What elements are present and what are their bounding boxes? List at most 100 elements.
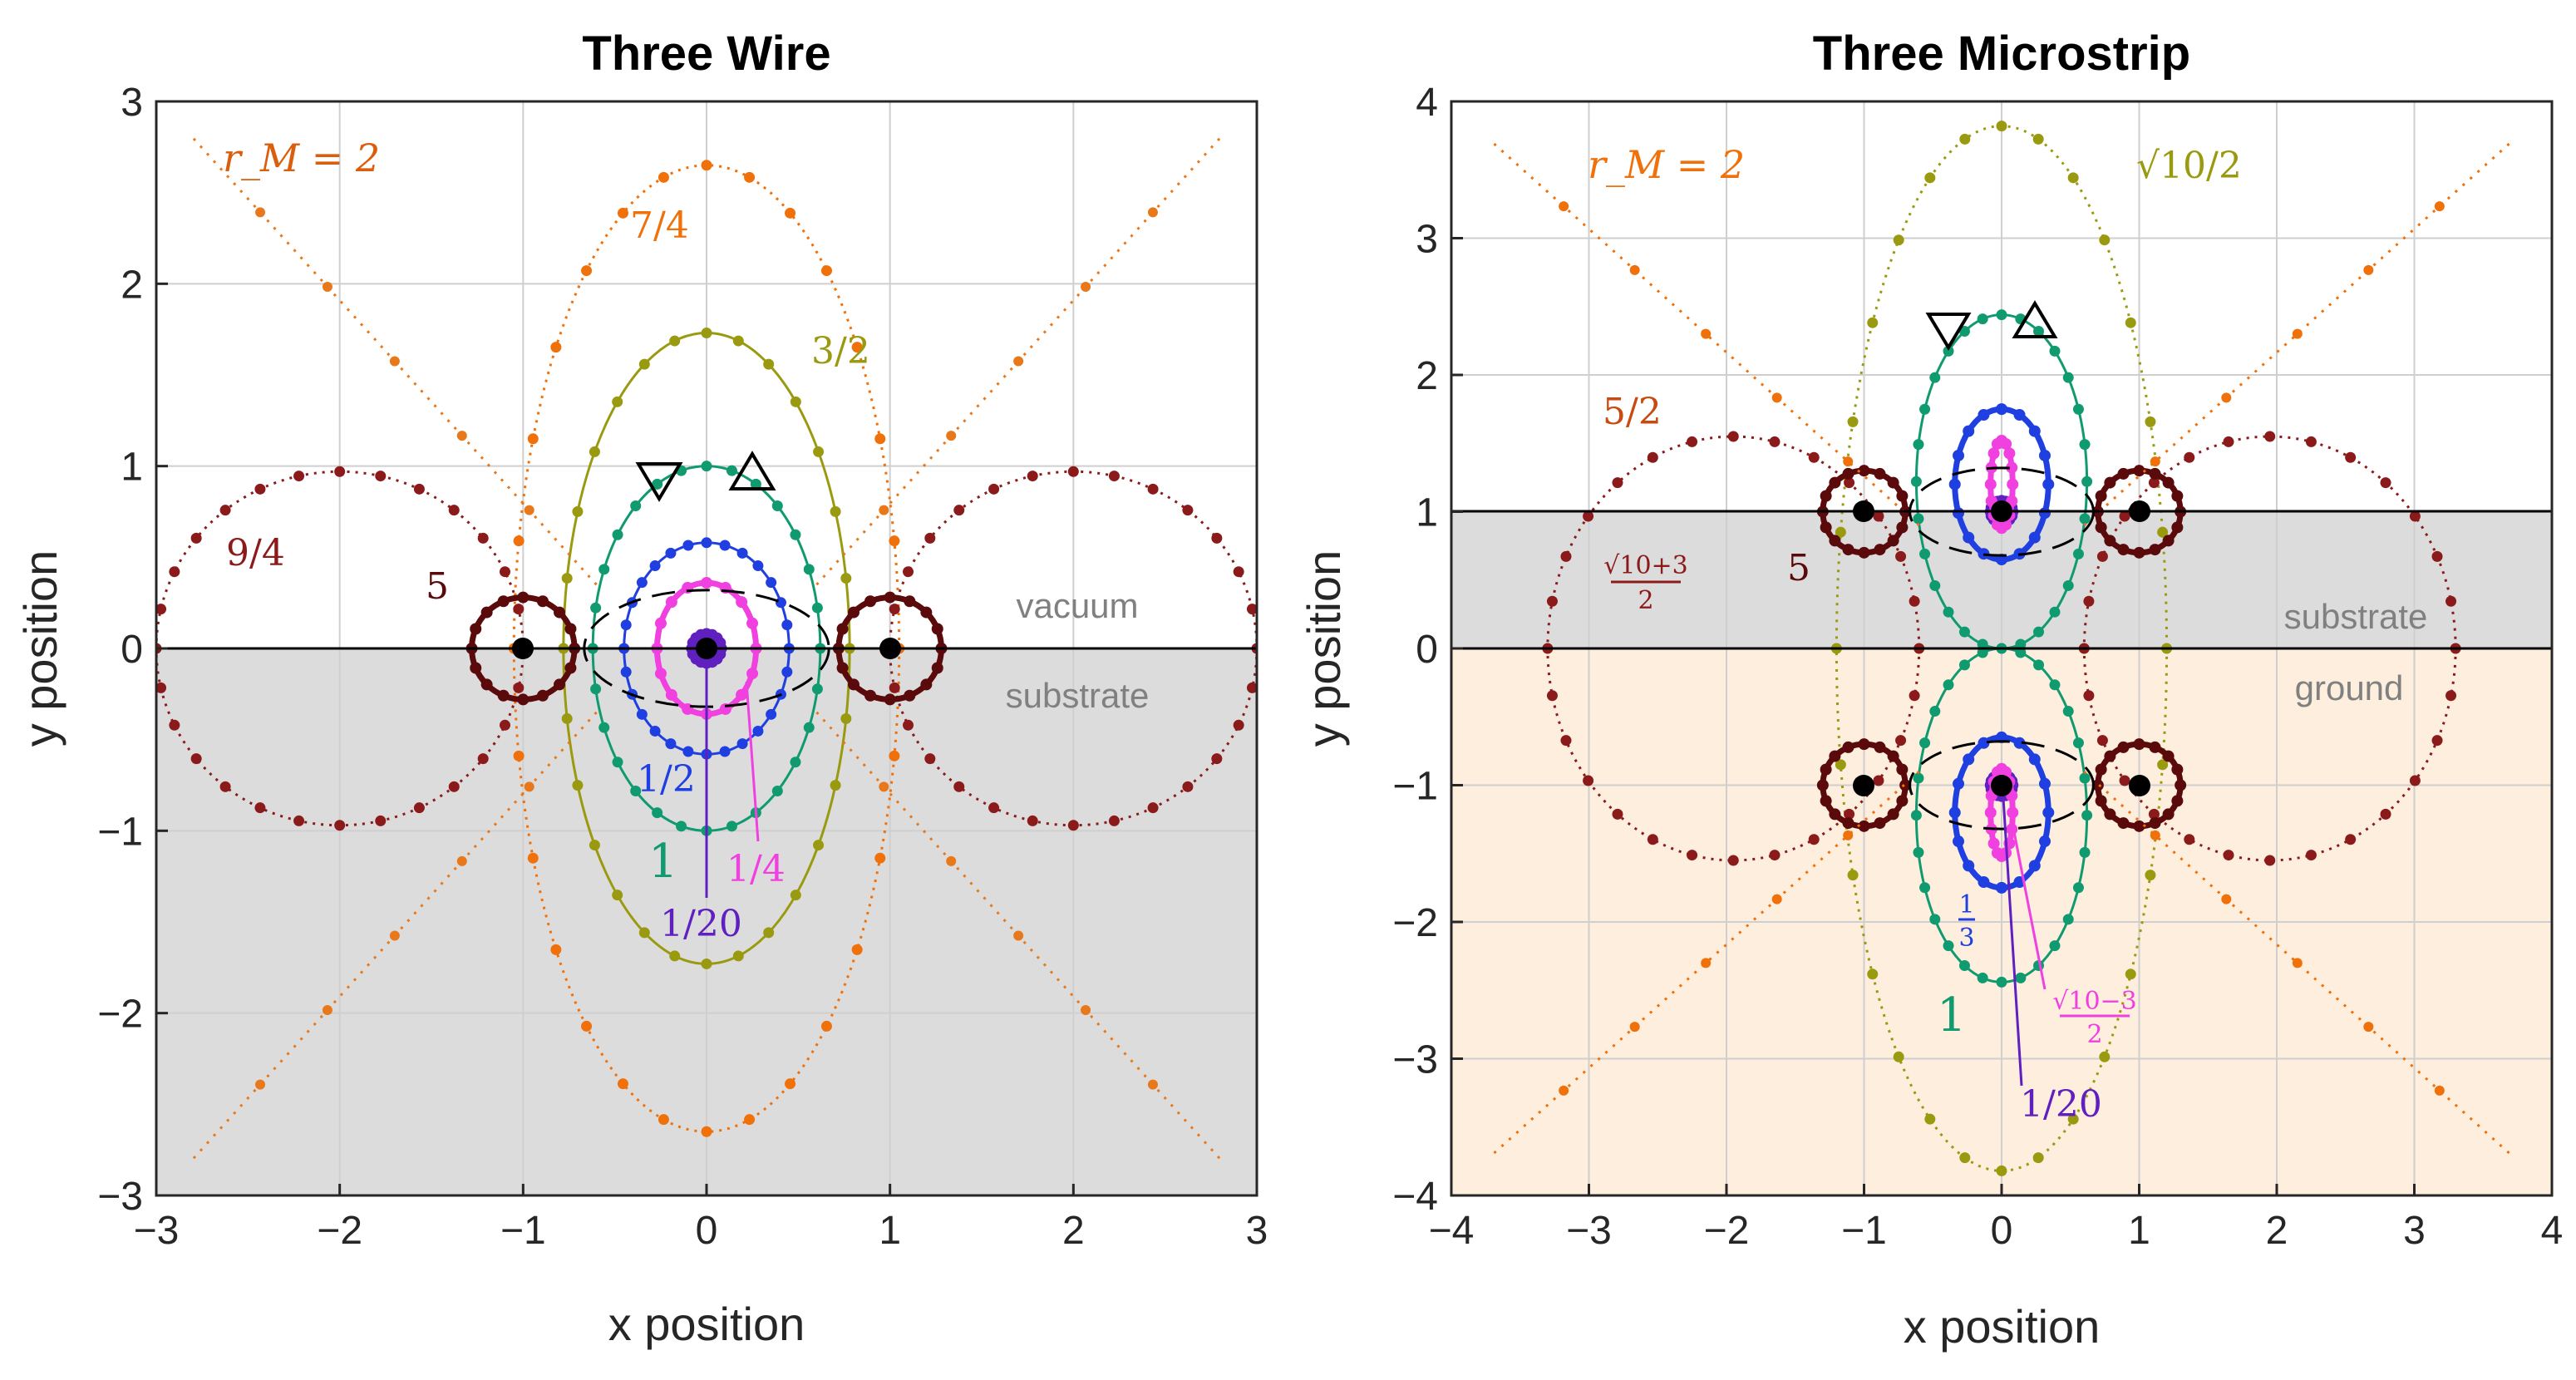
curve-point: [389, 356, 400, 367]
curve-point: [649, 725, 661, 737]
curve-point: [889, 604, 900, 615]
curve-point: [1896, 763, 1909, 776]
curve-point: [1559, 1085, 1569, 1096]
curve-point: [322, 1005, 332, 1016]
curve-point: [781, 619, 793, 631]
curve-point: [1583, 775, 1594, 786]
curve-point: [931, 623, 943, 635]
curve-point: [2434, 1085, 2445, 1096]
curve-point: [2292, 328, 2303, 339]
curve-point: [499, 566, 510, 578]
curve-point: [1977, 313, 1988, 325]
curve-point: [2171, 521, 2184, 534]
curve-point: [2081, 810, 2093, 821]
curve-point: [1958, 960, 1970, 972]
curve-point: [1959, 1152, 1971, 1164]
tick-label-y: 2: [1416, 354, 1438, 398]
curve-point: [1612, 808, 1623, 820]
curve-point: [2013, 409, 2026, 421]
curve-point: [1958, 325, 1970, 337]
tick-label-x: 0: [696, 1209, 718, 1253]
curve-point: [790, 757, 801, 768]
curve-point: [499, 719, 510, 731]
curve-point: [1835, 526, 1846, 538]
curve-point: [2162, 750, 2175, 762]
curve-point: [1629, 1022, 1640, 1033]
triangle-down-marker: [1925, 313, 1972, 351]
curve-point: [2079, 439, 2091, 451]
curve-point: [2079, 846, 2091, 858]
curve-point: [2007, 478, 2019, 490]
tick-label-x: −4: [1429, 1209, 1475, 1253]
curve-point: [1943, 345, 1954, 357]
curve-point: [889, 682, 900, 693]
curve-point: [652, 478, 663, 490]
curve-point: [1943, 606, 1954, 618]
curve-point: [924, 753, 936, 765]
curve-point: [1963, 425, 1975, 437]
label-1: 1: [648, 835, 678, 889]
curve-point: [2072, 882, 2084, 894]
curve-point: [190, 532, 202, 544]
curve-point: [2038, 835, 2051, 848]
label-frac-num: √10−3: [2052, 987, 2137, 1016]
curve-point: [1842, 817, 1854, 830]
curve-point: [1820, 795, 1832, 807]
curve-point: [1874, 817, 1886, 830]
curve-point: [766, 577, 777, 589]
curve-point: [1546, 690, 1558, 702]
curve-point: [744, 171, 756, 183]
curve-point: [884, 591, 896, 604]
curve-point: [2162, 808, 2175, 821]
curve-point: [1978, 409, 1990, 421]
curve-point: [701, 958, 712, 969]
curve-point: [1958, 659, 1970, 671]
curve-point: [1829, 808, 1841, 821]
curve-point: [2072, 548, 2084, 559]
curve-point: [550, 342, 562, 353]
curve-point: [864, 689, 877, 702]
curve-point: [612, 757, 623, 768]
label-rm: r_M = 2: [223, 136, 380, 180]
curve-point: [2028, 425, 2041, 437]
curve-point: [1943, 940, 1954, 952]
curve-point: [736, 596, 748, 609]
curve-point: [1978, 737, 1990, 749]
curve-point: [1233, 566, 1244, 578]
left-region-vacuum: vacuum: [1016, 586, 1138, 625]
curve-point: [2133, 465, 2145, 477]
conductor-dot: [696, 638, 717, 659]
leader-frac: [2008, 810, 2047, 990]
curve-point: [1727, 431, 1739, 442]
curve-point: [785, 207, 796, 219]
curve-point: [620, 666, 632, 678]
curve-point: [736, 688, 748, 701]
triangle-down-marker: [635, 462, 683, 502]
label-7-4: 7/4: [630, 205, 689, 247]
curve-point: [524, 781, 534, 792]
curve-point: [1867, 968, 1879, 980]
curve-point: [874, 852, 886, 864]
curve-point: [1943, 679, 1954, 691]
curve-point: [889, 535, 900, 547]
curve-point: [2015, 647, 2027, 658]
label-sqrt10-2: √10/2: [2136, 145, 2242, 187]
label-5: 5: [426, 565, 449, 608]
curve-point: [2157, 526, 2169, 538]
curve-point: [2117, 544, 2130, 556]
curve-point: [1913, 439, 1924, 451]
curve-point: [1013, 356, 1024, 367]
curve-point: [1919, 548, 1931, 559]
curve-point: [169, 719, 180, 731]
label-frac-den: 2: [1638, 586, 1653, 615]
curve-point: [851, 944, 863, 955]
curve-point: [612, 890, 623, 901]
left-panel: Three Wire −3 −2 −1 0 1 2 3 3 2 1 0 −1 −2 −3 x positi…: [14, 27, 1268, 1350]
curve-point: [1984, 478, 1997, 490]
curve-point: [2033, 659, 2045, 671]
curve-point: [752, 560, 764, 572]
curve-point: [2434, 201, 2445, 212]
curve-point: [2091, 779, 2104, 791]
curve-point: [590, 683, 602, 695]
curve-point: [1909, 595, 1920, 607]
